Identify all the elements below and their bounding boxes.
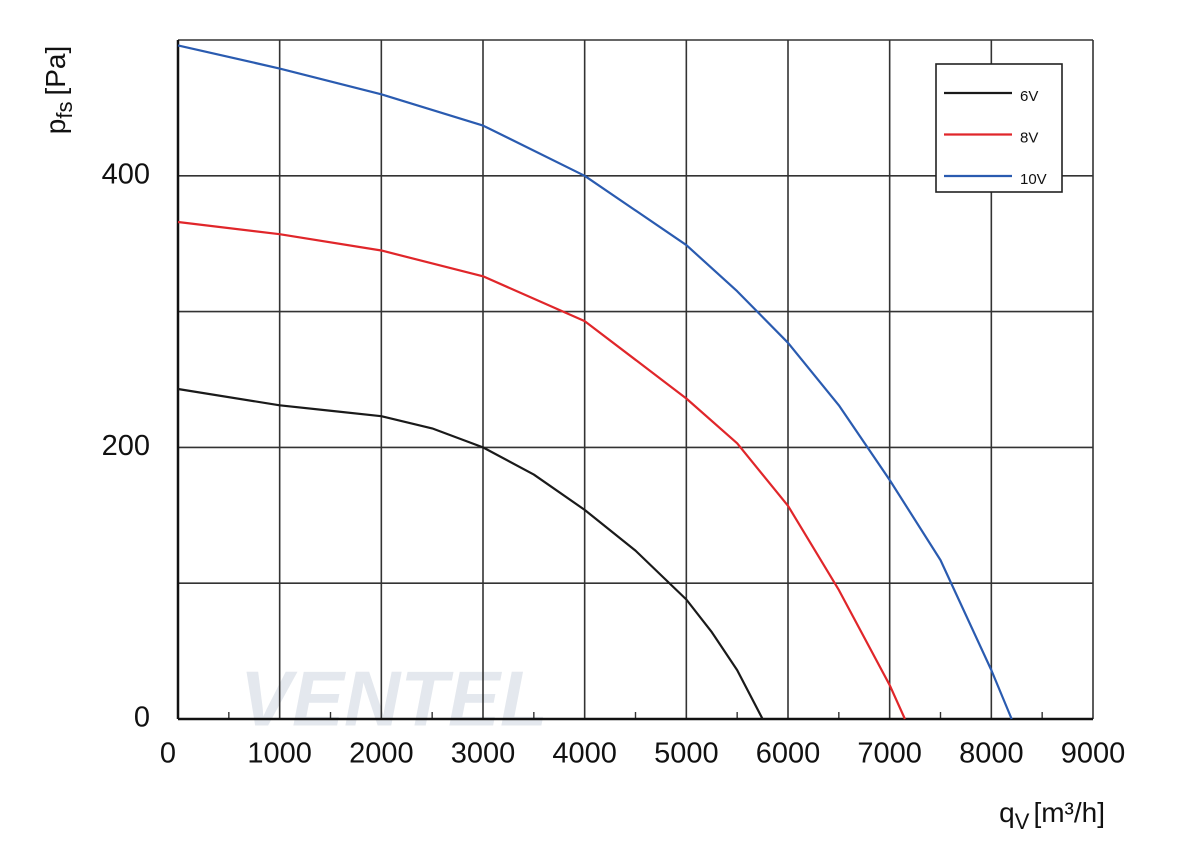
x-label-sub: V xyxy=(1015,809,1030,834)
y-label-sub: fs xyxy=(52,102,77,119)
curve xyxy=(177,220,906,720)
y-axis-label: pfs [Pa] xyxy=(40,46,76,135)
x-tick-label: 4000 xyxy=(552,738,617,770)
x-tick-label: 3000 xyxy=(451,738,516,770)
x-tick-label: 6000 xyxy=(756,738,821,770)
x-label-main: q xyxy=(999,797,1015,828)
watermark: VENTEL xyxy=(240,655,548,743)
legend-label: 6V xyxy=(1020,88,1038,105)
legend-label: 10V xyxy=(1020,171,1047,188)
x-tick-label: 8000 xyxy=(959,738,1024,770)
curve xyxy=(177,44,1013,720)
y-label-main: p xyxy=(40,119,71,135)
x-tick-label: 2000 xyxy=(349,738,414,770)
x-tick-label: 9000 xyxy=(1061,738,1126,770)
x-axis-label: qV [m³/h] xyxy=(999,797,1105,833)
x-label-unit: [m³/h] xyxy=(1033,797,1105,828)
x-tick-label: 0 xyxy=(160,738,176,770)
y-tick-label: 400 xyxy=(102,158,150,190)
legend: 6V 8V 10V xyxy=(935,63,1063,193)
legend-box xyxy=(935,63,1063,193)
y-tick-label: 200 xyxy=(102,430,150,462)
y-label-unit: [Pa] xyxy=(40,46,71,96)
x-tick-label: 7000 xyxy=(857,738,922,770)
curve xyxy=(177,387,764,720)
x-tick-label: 5000 xyxy=(654,738,719,770)
legend-label: 8V xyxy=(1020,129,1038,146)
y-tick-label: 0 xyxy=(134,702,150,734)
x-tick-label: 1000 xyxy=(247,738,312,770)
y-label-text: pfs [Pa] xyxy=(40,46,76,135)
